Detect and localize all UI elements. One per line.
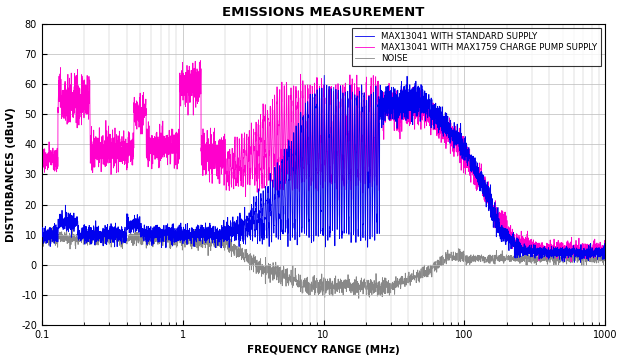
- MAX13041 WITH MAX1759 CHARGE PUMP SUPPLY: [601, 246, 609, 251]
- MAX13041 WITH MAX1759 CHARGE PUMP SUPPLY: [404, 99, 412, 104]
- Line: MAX13041 WITH STANDARD SUPPLY: MAX13041 WITH STANDARD SUPPLY: [42, 75, 605, 262]
- NOISE: [254, 270, 262, 274]
- MAX13041 WITH STANDARD SUPPLY: [404, 94, 412, 99]
- Y-axis label: DISTURBANCES (dBuV): DISTURBANCES (dBuV): [6, 107, 16, 242]
- NOISE: [591, 258, 598, 262]
- MAX13041 WITH STANDARD SUPPLY: [502, 237, 509, 241]
- Line: MAX13041 WITH MAX1759 CHARGE PUMP SUPPLY: MAX13041 WITH MAX1759 CHARGE PUMP SUPPLY: [42, 61, 605, 262]
- X-axis label: FREQUENCY RANGE (MHz): FREQUENCY RANGE (MHz): [247, 345, 400, 356]
- MAX13041 WITH MAX1759 CHARGE PUMP SUPPLY: [140, 108, 148, 112]
- MAX13041 WITH STANDARD SUPPLY: [601, 253, 609, 257]
- NOISE: [38, 236, 45, 240]
- NOISE: [49, 225, 56, 230]
- MAX13041 WITH STANDARD SUPPLY: [38, 230, 45, 235]
- NOISE: [530, 257, 538, 261]
- MAX13041 WITH STANDARD SUPPLY: [320, 73, 328, 78]
- Title: EMISSIONS MEASUREMENT: EMISSIONS MEASUREMENT: [222, 5, 425, 18]
- MAX13041 WITH MAX1759 CHARGE PUMP SUPPLY: [568, 260, 575, 264]
- MAX13041 WITH MAX1759 CHARGE PUMP SUPPLY: [197, 58, 204, 63]
- NOISE: [103, 234, 110, 238]
- MAX13041 WITH STANDARD SUPPLY: [376, 101, 384, 106]
- Line: NOISE: NOISE: [42, 227, 605, 298]
- MAX13041 WITH STANDARD SUPPLY: [140, 230, 148, 234]
- NOISE: [355, 296, 363, 300]
- MAX13041 WITH MAX1759 CHARGE PUMP SUPPLY: [254, 190, 261, 195]
- NOISE: [278, 268, 286, 272]
- NOISE: [601, 259, 609, 264]
- MAX13041 WITH STANDARD SUPPLY: [254, 218, 261, 222]
- MAX13041 WITH MAX1759 CHARGE PUMP SUPPLY: [376, 95, 384, 99]
- MAX13041 WITH MAX1759 CHARGE PUMP SUPPLY: [502, 210, 509, 214]
- Legend: MAX13041 WITH STANDARD SUPPLY, MAX13041 WITH MAX1759 CHARGE PUMP SUPPLY, NOISE: MAX13041 WITH STANDARD SUPPLY, MAX13041 …: [352, 28, 601, 66]
- NOISE: [136, 231, 143, 236]
- MAX13041 WITH MAX1759 CHARGE PUMP SUPPLY: [459, 157, 466, 161]
- MAX13041 WITH STANDARD SUPPLY: [577, 260, 584, 265]
- MAX13041 WITH MAX1759 CHARGE PUMP SUPPLY: [38, 156, 45, 160]
- MAX13041 WITH STANDARD SUPPLY: [459, 148, 466, 152]
